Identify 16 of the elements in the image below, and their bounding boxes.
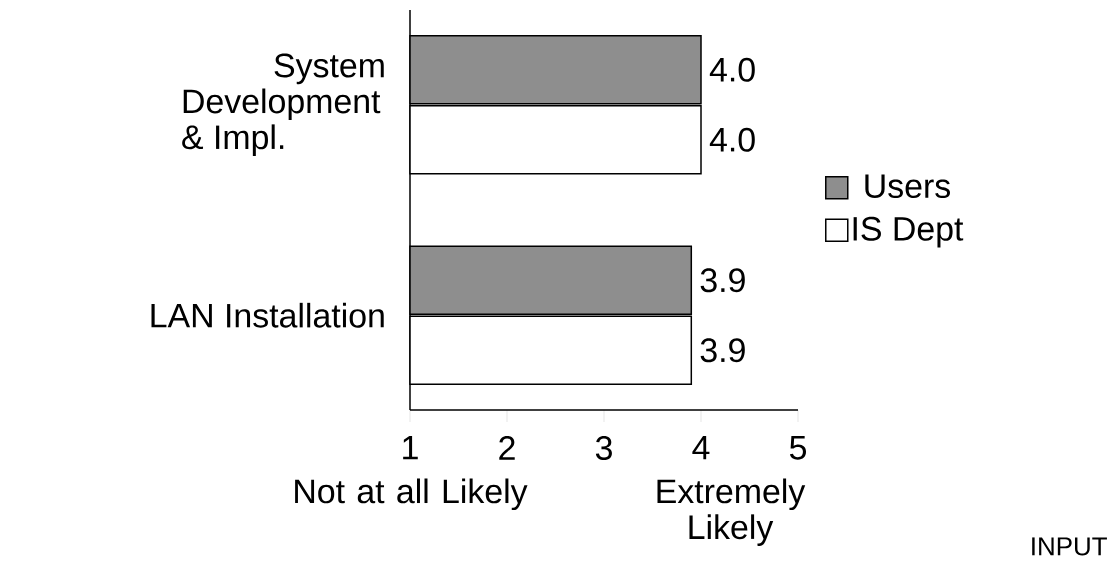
y-tick-label: System Development & Impl.: [182, 53, 384, 156]
legend-label: Users: [865, 174, 950, 199]
x-tick-label: 3: [595, 436, 612, 461]
data-label: 3.9: [700, 338, 745, 363]
x-tick-label: 2: [499, 436, 515, 460]
legend-label: IS Dept: [853, 216, 964, 248]
x-tick-label: 5: [789, 436, 807, 460]
x-tick-label: 4: [692, 436, 710, 460]
text: INPUT: [1032, 537, 1107, 556]
data-label: 4.0: [709, 57, 755, 82]
data-label: 3.9: [700, 268, 745, 293]
text: Extremely Likely: [657, 478, 806, 546]
text: Not at all Likely: [295, 478, 528, 511]
data-label: 4.0: [709, 127, 755, 152]
y-tick-label: LAN Installation: [151, 302, 384, 328]
x-tick-label: 1: [403, 436, 418, 460]
